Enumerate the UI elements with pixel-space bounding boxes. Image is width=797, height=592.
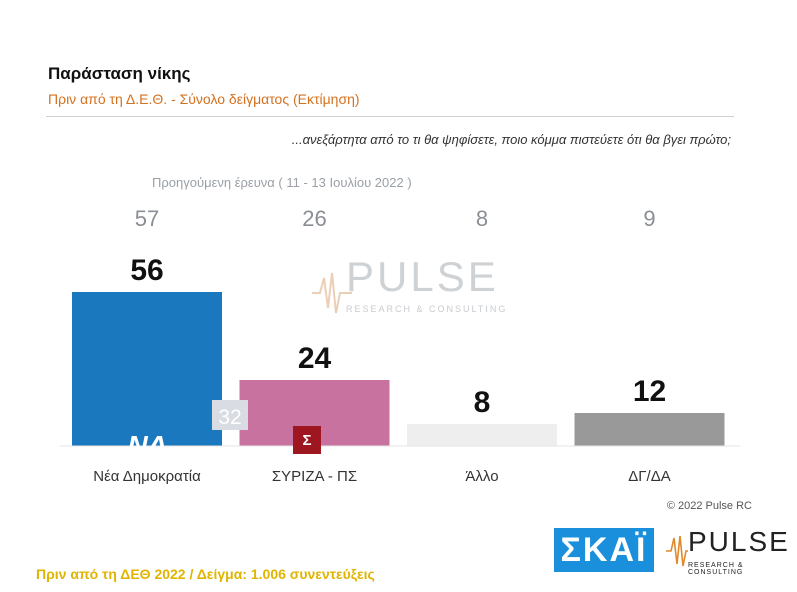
previous-survey-label: Προηγούμενη έρευνα ( 11 - 13 Ιουλίου 202… [152,175,412,190]
previous-value-label: 9 [643,206,655,231]
header-divider [46,116,734,117]
category-label: ΣΥΡΙΖΑ - ΠΣ [272,468,357,485]
pulse-logo-word: PULSE [688,526,790,557]
nd-logo-icon: ΝΔ [127,430,166,460]
chart-subtitle: Πριν από τη Δ.Ε.Θ. - Σύνολο δείγματος (Ε… [48,91,360,107]
bar-2 [407,424,557,446]
pulse-logo-subtitle: RESEARCH & CONSULTING [688,562,744,576]
nd-logo-text: ΝΔ [127,430,166,460]
copyright: © 2022 Pulse RC [666,500,752,512]
pulse-wave-icon [666,535,688,567]
category-label: Άλλο [465,468,498,485]
category-label: Νέα Δημοκρατία [93,468,201,485]
bar-value-label: 12 [633,375,666,408]
bar-value-label: 56 [130,254,163,287]
previous-value-label: 26 [302,206,326,231]
previous-value-label: 8 [476,206,488,231]
watermark-pulse: PULSE [346,253,499,300]
syriza-logo-text: Σ [302,431,312,449]
category-label: ΔΓ/ΔΑ [628,468,670,485]
previous-value-label: 57 [135,206,159,231]
pulse-logo: PULSE RESEARCH & CONSULTING [666,526,788,576]
chart-title: Παράσταση νίκης [48,64,191,83]
watermark-subtitle: RESEARCH & CONSULTING [346,304,508,314]
sample-footer: Πριν από τη ΔΕΘ 2022 / Δείγμα: 1.006 συν… [36,566,375,582]
bar-0 [72,292,222,446]
syriza-logo-icon: Σ [293,426,321,454]
bar-value-label: 24 [298,342,332,375]
survey-question: ...ανεξάρτητα από το τι θα ψηφίσετε, ποι… [291,132,731,147]
inner-annotation-box [212,400,248,430]
skai-logo-text: ΣΚΑΪ [560,530,648,569]
bar-3 [574,413,725,446]
inner-annotation-label: 32 [218,406,241,429]
skai-logo: ΣΚΑΪ [554,528,654,572]
watermark-wave-icon [312,272,352,314]
bar-value-label: 8 [474,386,491,419]
